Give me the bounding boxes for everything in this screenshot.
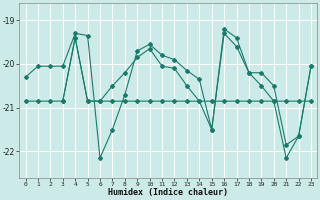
X-axis label: Humidex (Indice chaleur): Humidex (Indice chaleur) bbox=[108, 188, 228, 197]
